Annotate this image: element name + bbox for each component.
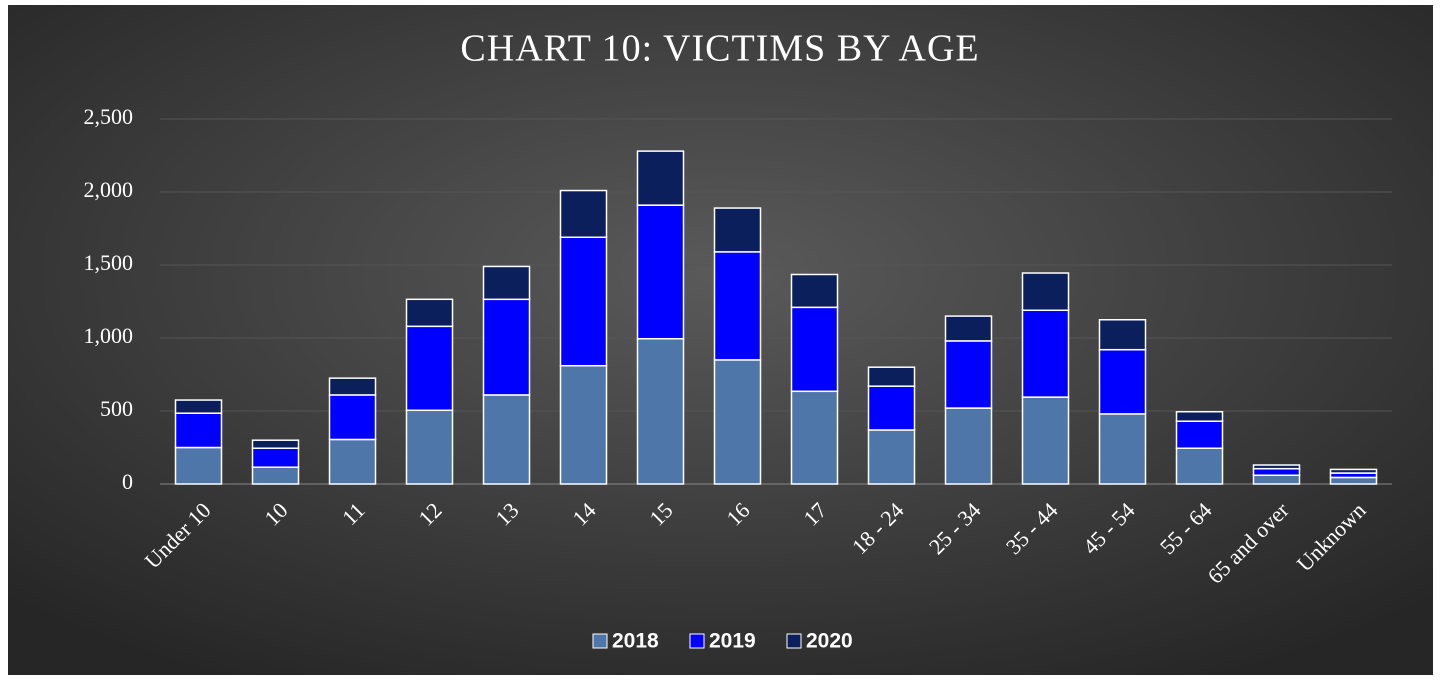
bar-segment [944,407,993,485]
legend-swatch [689,633,705,649]
bar-segment [174,412,223,449]
bar-segment [636,150,685,206]
bar-segment [251,439,300,449]
bar-segment [1329,468,1378,474]
bar-segment [1329,476,1378,485]
bar-segment [559,189,608,239]
bar-segment [1098,319,1147,351]
bar-segment [713,207,762,253]
bar-segment [636,337,685,485]
legend-swatch [592,633,608,649]
bar-segment [328,438,377,485]
bar-segment [328,377,377,396]
bar-segment [405,298,454,328]
bar-segment [482,394,531,485]
y-tick-label: 1,500 [84,250,134,275]
bar-segment [174,446,223,485]
bar-segment [944,340,993,409]
legend-label: 2019 [709,630,756,653]
bar-segment [713,359,762,485]
y-tick-label: 1,000 [84,323,134,348]
bar-segment [559,236,608,367]
bar-segment [790,273,839,309]
bar-segment [405,325,454,412]
y-tick-label: 2,000 [84,177,134,202]
bar-segment [867,385,916,431]
bar-segment [1098,413,1147,485]
bar-segment [328,394,377,441]
bar-segment [1252,474,1301,485]
bar-segment [1252,467,1301,476]
bar-segment [1175,420,1224,449]
bar-segment [1175,410,1224,422]
bar-segment [1021,396,1070,485]
bar-segment [174,399,223,414]
bar-segment [636,204,685,340]
bar-segment [867,429,916,485]
chart-title: CHART 10: VICTIMS BY AGE [460,28,979,70]
bar-segment [790,306,839,393]
bar-segment [559,364,608,485]
bar-segment [1175,447,1224,485]
bar-segment [251,466,300,485]
bar-segment [405,409,454,485]
bar-segment [1021,272,1070,312]
y-tick-label: 0 [122,469,133,494]
bar-segment [482,265,531,301]
bar-segment [713,251,762,361]
bar-segment [790,390,839,485]
bar-segment [482,298,531,396]
bar-segment [1021,309,1070,398]
bar-segment [944,315,993,342]
bar-segment [867,366,916,387]
bar-segment [1252,464,1301,470]
y-tick-label: 2,500 [84,104,134,129]
bar-segment [1098,348,1147,415]
y-tick-label: 500 [100,396,133,421]
legend-swatch [786,633,802,649]
bar-segment [251,447,300,468]
legend-label: 2018 [612,630,659,653]
legend-label: 2020 [806,630,853,653]
